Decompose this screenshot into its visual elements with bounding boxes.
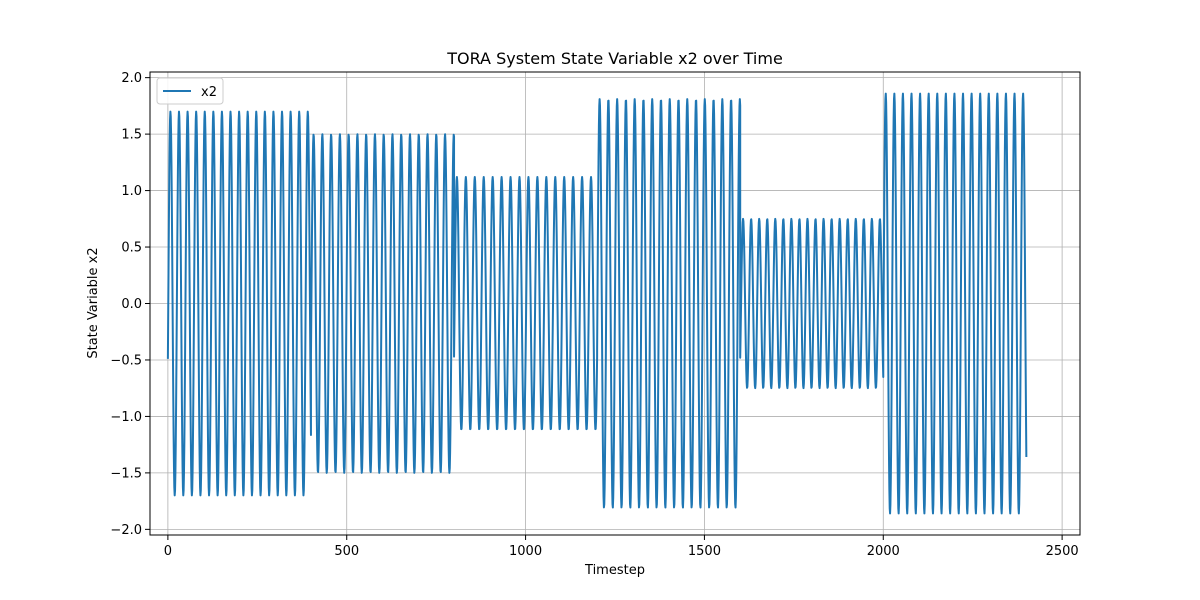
y-tick-label: −1.5 <box>110 466 142 481</box>
x-tick-label: 500 <box>334 544 359 559</box>
y-tick-label: 2.0 <box>121 71 142 86</box>
y-axis-label: State Variable x2 <box>86 247 101 358</box>
x-axis-label: Timestep <box>584 563 645 578</box>
legend-label-x2: x2 <box>201 85 217 100</box>
y-tick-label: −2.0 <box>110 523 142 538</box>
x-axis: 0 500 1000 1500 2000 2500 <box>164 535 1079 559</box>
series-layer <box>166 92 1028 515</box>
y-tick-label: 0.5 <box>121 241 142 256</box>
y-tick-label: 1.5 <box>121 128 142 143</box>
series-line-x2 <box>166 92 1028 515</box>
x-tick-label: 2500 <box>1046 544 1079 559</box>
x-tick-label: 1000 <box>509 544 542 559</box>
x-tick-label: 2000 <box>867 544 900 559</box>
legend: x2 <box>156 77 224 105</box>
y-tick-label: 1.0 <box>121 184 142 199</box>
chart-title: TORA System State Variable x2 over Time <box>446 49 783 68</box>
y-tick-label: −1.0 <box>110 410 142 425</box>
y-tick-label: −0.5 <box>110 353 142 368</box>
y-axis: −2.0 −1.5 −1.0 −0.5 0.0 0.5 1.0 1.5 2.0 <box>110 71 150 538</box>
x-tick-label: 1500 <box>688 544 721 559</box>
x-tick-label: 0 <box>164 544 172 559</box>
y-tick-label: 0.0 <box>121 297 142 312</box>
